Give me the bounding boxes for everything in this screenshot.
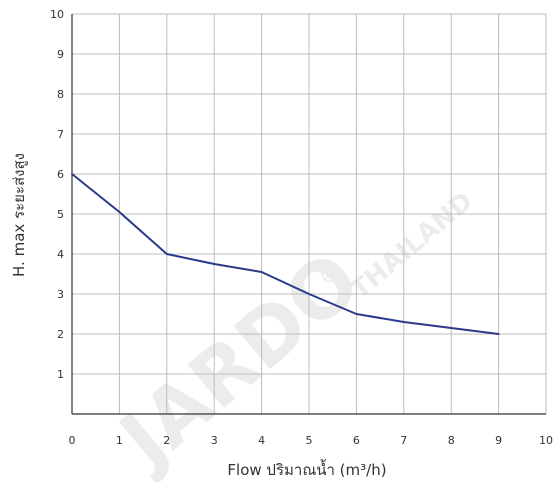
x-axis-label: Flow ปริมาณน้ำ (m³/h) bbox=[227, 459, 386, 479]
plot-frame bbox=[71, 14, 546, 415]
y-tick-label: 1 bbox=[57, 368, 64, 381]
x-tick-label: 1 bbox=[116, 434, 123, 447]
x-tick-label: 9 bbox=[495, 434, 502, 447]
series-group bbox=[71, 173, 500, 335]
x-tick-label: 6 bbox=[353, 434, 360, 447]
x-tick-label: 8 bbox=[448, 434, 455, 447]
y-axis-ticks: 1 2 3 4 5 6 7 8 9 10 bbox=[50, 8, 64, 381]
series-line bbox=[71, 173, 500, 335]
y-tick-label: 8 bbox=[57, 88, 64, 101]
y-tick-label: 5 bbox=[57, 208, 64, 221]
x-axis-ticks: 0 1 2 3 4 5 6 7 8 9 10 bbox=[69, 434, 554, 447]
x-tick-label: 0 bbox=[69, 434, 76, 447]
x-tick-label: 2 bbox=[163, 434, 170, 447]
y-tick-label: 10 bbox=[50, 8, 64, 21]
y-axis-label: H. max ระยะส่งสูง bbox=[10, 153, 28, 277]
y-tick-label: 7 bbox=[57, 128, 64, 141]
x-tick-label: 3 bbox=[211, 434, 218, 447]
y-tick-label: 3 bbox=[57, 288, 64, 301]
y-tick-label: 2 bbox=[57, 328, 64, 341]
x-tick-label: 5 bbox=[306, 434, 313, 447]
grid bbox=[71, 13, 547, 414]
x-tick-label: 7 bbox=[400, 434, 407, 447]
y-tick-label: 9 bbox=[57, 48, 64, 61]
watermark-registered: ® bbox=[318, 260, 342, 288]
y-tick-label: 6 bbox=[57, 168, 64, 181]
x-tick-label: 4 bbox=[258, 434, 265, 447]
y-tick-label: 4 bbox=[57, 248, 64, 261]
x-tick-label: 10 bbox=[539, 434, 553, 447]
